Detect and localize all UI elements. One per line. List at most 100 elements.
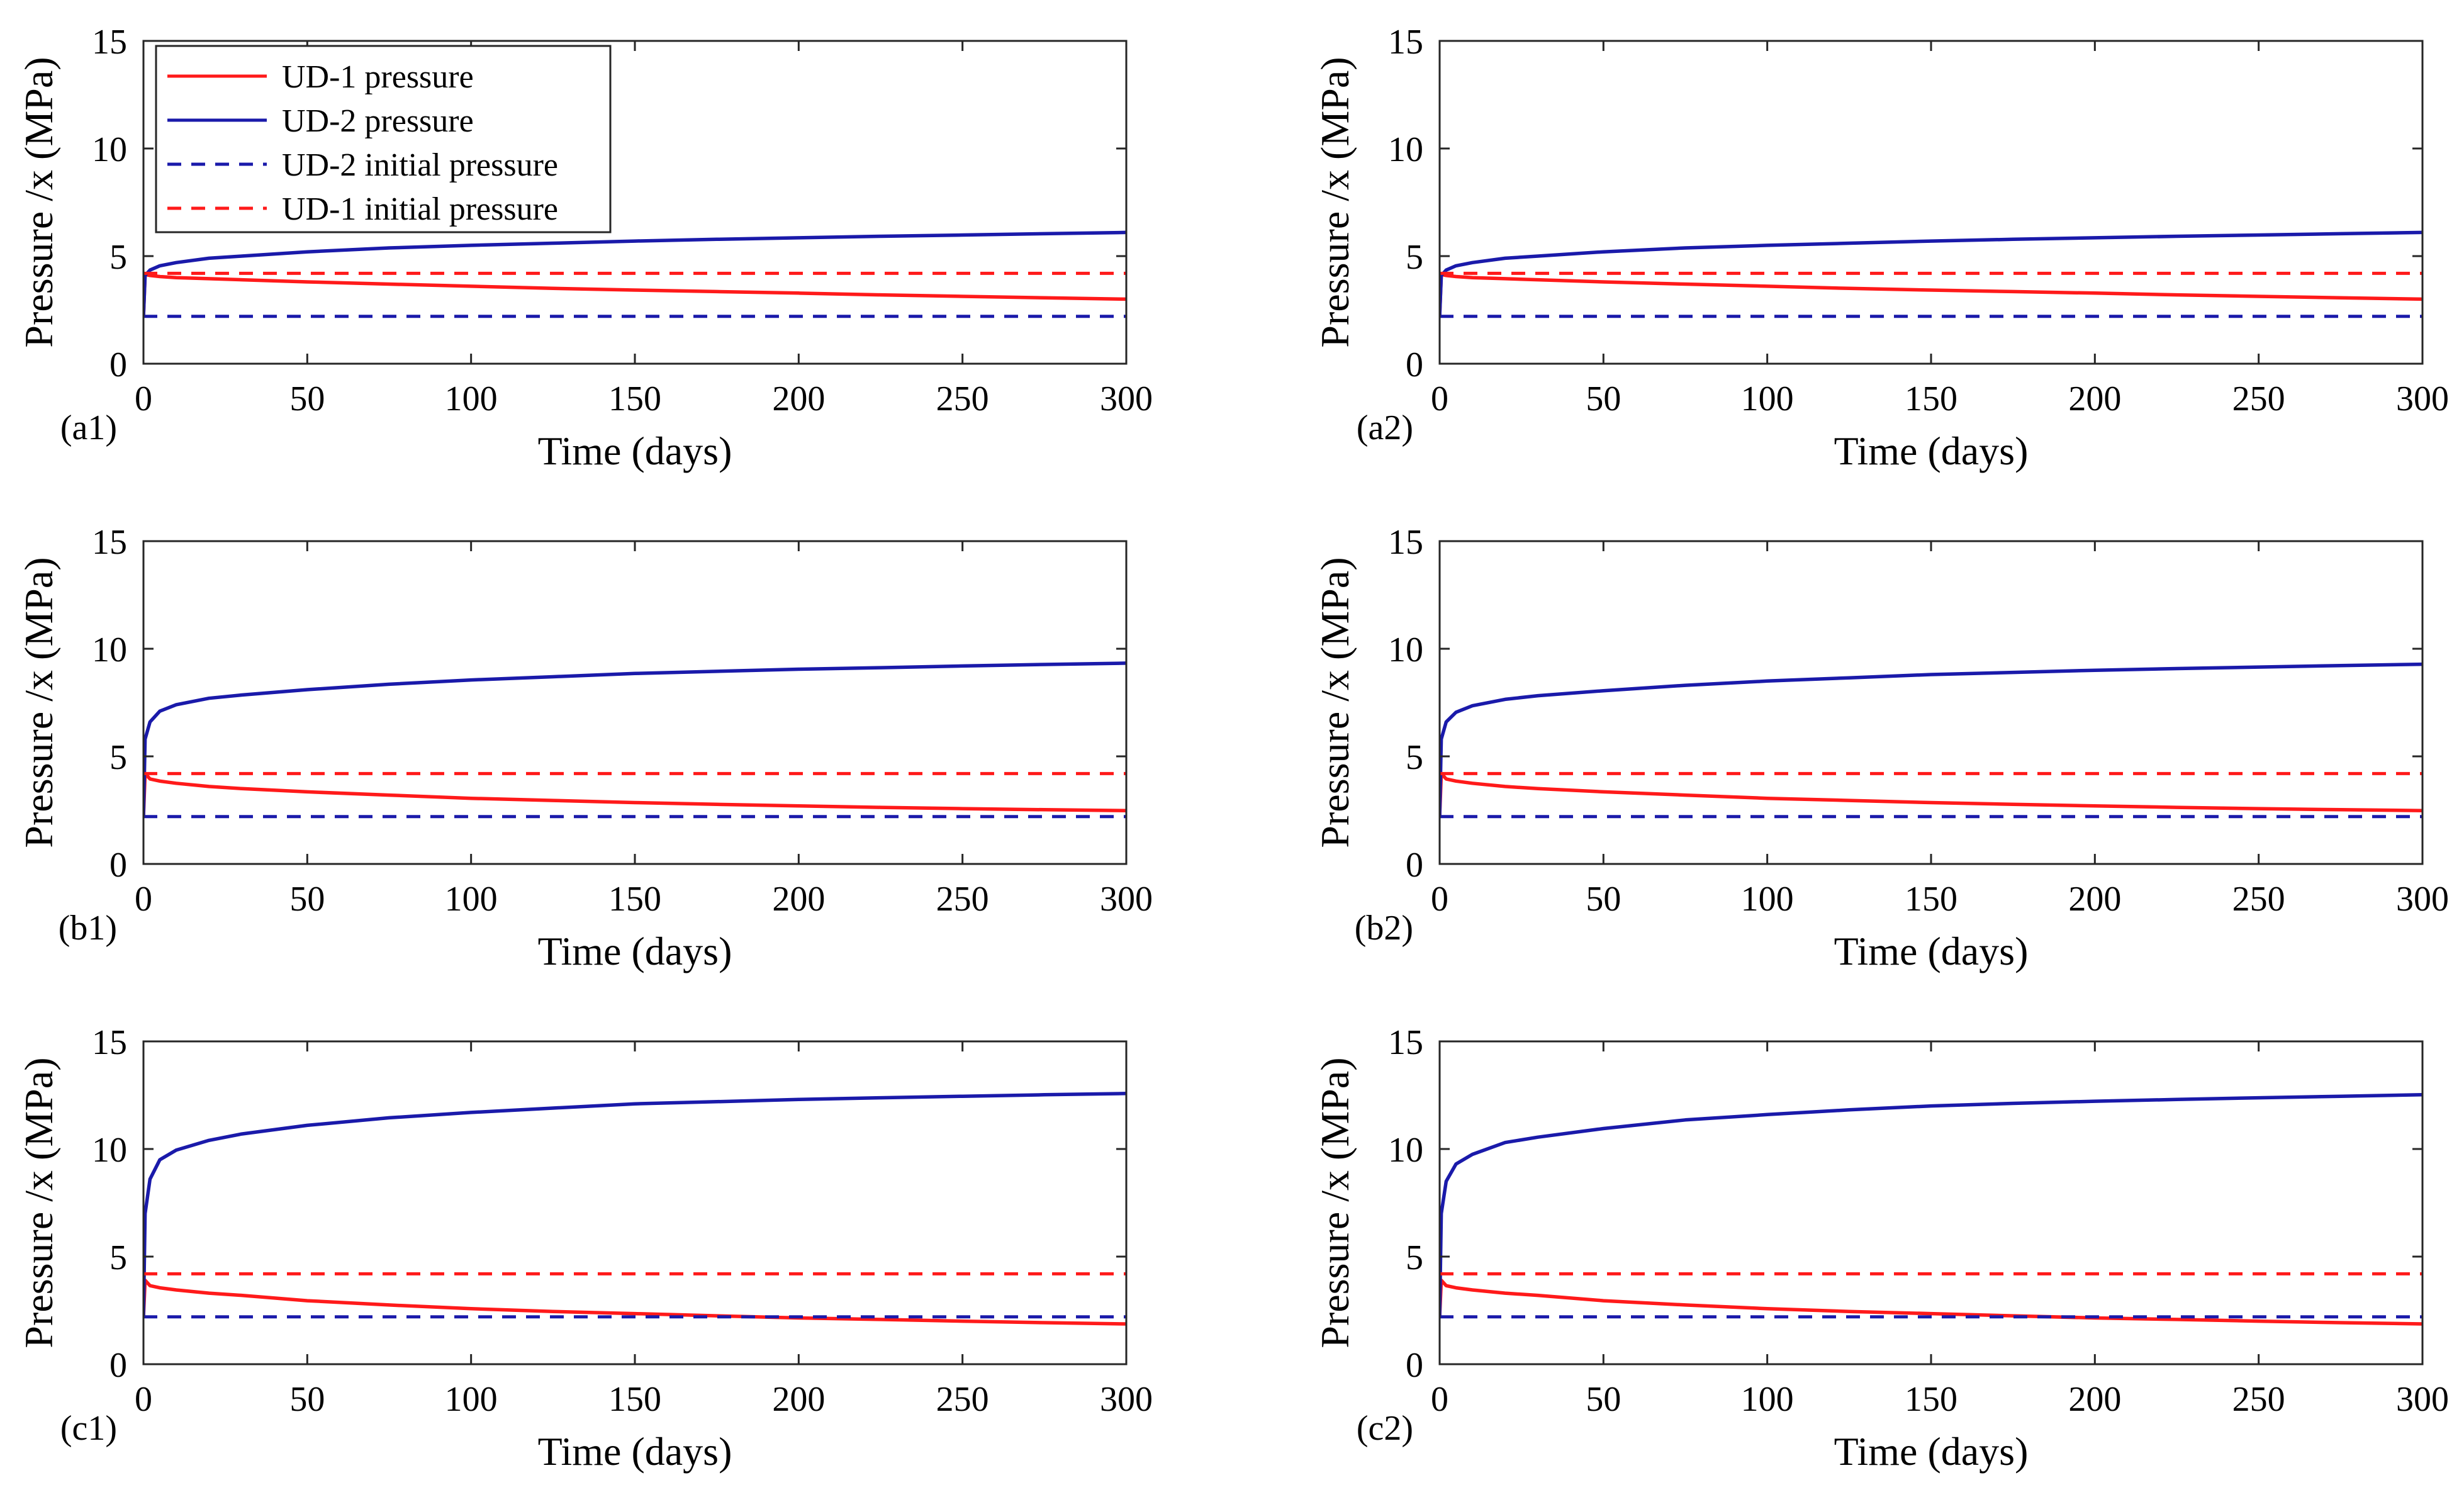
panel-label: (b1) [59, 909, 117, 948]
series-ud-2-pressure [143, 661, 1126, 819]
y-tick-label: 15 [1388, 1023, 1423, 1062]
x-axis-title: Time (days) [538, 929, 732, 973]
x-tick-label: 100 [1741, 379, 1794, 418]
series-ud-1-pressure [1440, 1278, 2422, 1326]
x-tick-label: 200 [772, 880, 825, 919]
panel-label: (c1) [60, 1409, 117, 1448]
legend-label: UD-2 initial pressure [282, 147, 558, 183]
y-tick-label: 10 [1388, 1131, 1423, 1170]
plot-area [1440, 1041, 2422, 1364]
x-tick-label: 50 [289, 1380, 325, 1419]
y-tick-label: 10 [1388, 130, 1423, 169]
x-tick-label: 100 [445, 880, 498, 919]
x-axis-title: Time (days) [1834, 1429, 2029, 1474]
series-group [143, 661, 1126, 819]
x-axis-title: Time (days) [1834, 929, 2029, 973]
panel-c2: 0 50 100 150 200 250 300 0 5 10 15 Time (days) Press… [1313, 1023, 2449, 1474]
legend-label: UD-2 pressure [282, 103, 474, 139]
y-tick-label: 10 [92, 631, 127, 670]
y-tick-label: 5 [109, 738, 127, 777]
x-axis-title: Time (days) [538, 1429, 732, 1474]
panel-label: (c2) [1357, 1409, 1413, 1448]
panel-b1: 0 50 100 150 200 250 300 0 5 10 15 Time (days) Press… [16, 523, 1153, 973]
series-group [143, 1092, 1126, 1326]
x-tick-label: 100 [1741, 880, 1794, 919]
x-tick-label: 200 [2068, 379, 2121, 418]
x-tick-label: 50 [1586, 880, 1621, 919]
y-tick-label: 0 [109, 846, 127, 885]
x-tick-label: 250 [936, 1380, 989, 1419]
y-axis-title: Pressure /x (MPa) [16, 1057, 61, 1348]
panel-label: (a2) [1357, 408, 1413, 447]
x-tick-label: 300 [1100, 880, 1153, 919]
legend-label: UD-1 initial pressure [282, 191, 558, 227]
series-ud-2-pressure [143, 1092, 1126, 1319]
y-axis-title: Pressure /x (MPa) [1313, 557, 1357, 848]
x-tick-label: 150 [608, 880, 661, 919]
y-tick-label: 10 [92, 130, 127, 169]
panel-label: (a1) [60, 408, 117, 447]
y-tick-label: 15 [92, 1023, 127, 1062]
y-axis-title: Pressure /x (MPa) [16, 557, 61, 848]
legend-item: UD-2 pressure [167, 103, 474, 139]
x-tick-label: 250 [936, 379, 989, 418]
x-tick-label: 200 [2068, 1380, 2121, 1419]
y-tick-label: 0 [1406, 1346, 1423, 1385]
x-tick-label: 50 [1586, 379, 1621, 418]
panel-a1: 0 50 100 150 200 250 300 0 5 10 15 Time (days) Press… [16, 23, 1153, 473]
series-ud-2-pressure [143, 230, 1126, 318]
x-axis-title: Time (days) [538, 429, 732, 473]
y-tick-label: 10 [92, 1131, 127, 1170]
x-tick-label: 50 [289, 880, 325, 919]
x-tick-label: 250 [936, 880, 989, 919]
series-ud-2-pressure [1440, 1093, 2422, 1319]
y-tick-label: 0 [1406, 345, 1423, 384]
y-axis-title: Pressure /x (MPa) [1313, 1057, 1357, 1348]
panel-label: (b2) [1355, 909, 1413, 948]
x-tick-label: 200 [772, 1380, 825, 1419]
y-tick-label: 5 [1406, 238, 1423, 277]
legend-item: UD-2 initial pressure [167, 147, 558, 183]
x-tick-label: 0 [1431, 880, 1448, 919]
x-tick-label: 100 [445, 1380, 498, 1419]
y-tick-label: 5 [109, 1238, 127, 1277]
series-group [143, 230, 1126, 318]
x-tick-label: 0 [135, 880, 152, 919]
legend-item: UD-1 initial pressure [167, 191, 558, 227]
legend: UD-1 pressure UD-2 pressure UD-2 initial p… [155, 45, 612, 233]
x-tick-label: 300 [1100, 1380, 1153, 1419]
series-ud-1-pressure [1440, 272, 2422, 318]
y-tick-label: 0 [1406, 846, 1423, 885]
x-tick-label: 100 [445, 379, 498, 418]
plot-area [1440, 41, 2422, 364]
x-tick-label: 150 [1905, 379, 1957, 418]
y-tick-label: 15 [92, 23, 127, 62]
x-axis-title: Time (days) [1834, 429, 2029, 473]
x-tick-label: 50 [289, 379, 325, 418]
x-tick-label: 300 [1100, 379, 1153, 418]
y-tick-label: 15 [92, 523, 127, 562]
y-tick-label: 5 [109, 238, 127, 277]
x-tick-label: 250 [2232, 880, 2285, 919]
x-tick-label: 0 [135, 1380, 152, 1419]
x-tick-label: 300 [2396, 379, 2449, 418]
y-axis-title: Pressure /x (MPa) [1313, 57, 1357, 347]
series-ud-2-pressure [1440, 230, 2422, 318]
x-tick-label: 150 [608, 379, 661, 418]
series-ud-1-pressure [143, 771, 1126, 819]
x-tick-label: 300 [2396, 1380, 2449, 1419]
y-tick-label: 0 [109, 1346, 127, 1385]
series-group [1440, 662, 2422, 819]
y-tick-label: 5 [1406, 738, 1423, 777]
x-tick-label: 50 [1586, 1380, 1621, 1419]
series-ud-1-pressure [1440, 771, 2422, 819]
panel-c1: 0 50 100 150 200 250 300 0 5 10 15 Time (days) Press… [16, 1023, 1153, 1474]
y-tick-label: 0 [109, 345, 127, 384]
y-tick-label: 10 [1388, 631, 1423, 670]
series-group [1440, 1093, 2422, 1326]
x-tick-label: 200 [772, 379, 825, 418]
legend-item: UD-1 pressure [167, 59, 474, 95]
x-tick-label: 150 [1905, 880, 1957, 919]
y-tick-label: 15 [1388, 23, 1423, 62]
